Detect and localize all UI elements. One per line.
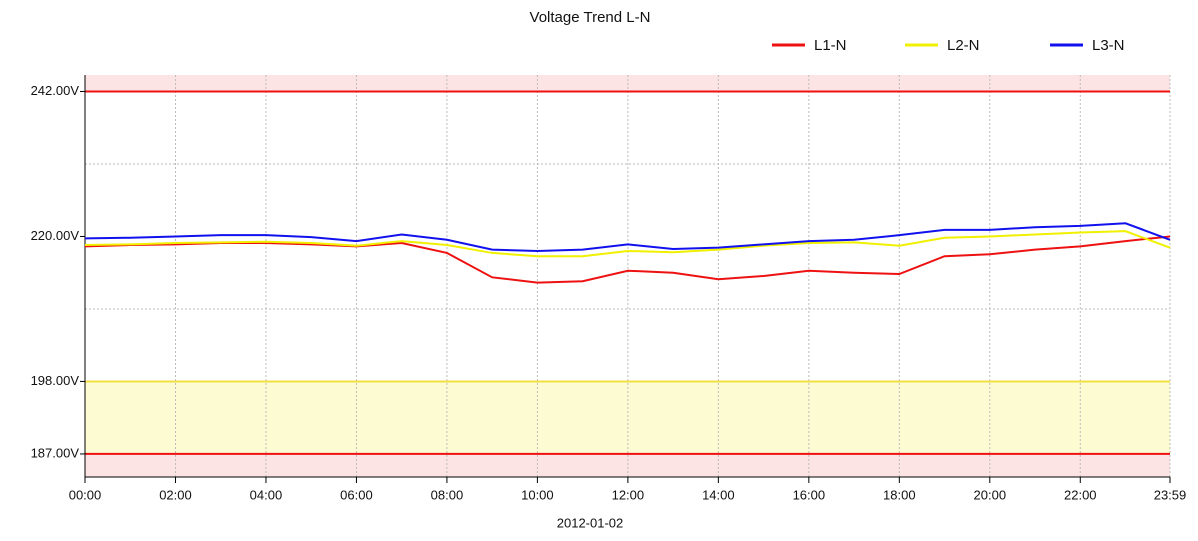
legend-label: L1-N <box>814 37 847 54</box>
series-line <box>84 235 1171 284</box>
x-tick-label: 14:00 <box>702 487 735 502</box>
x-tick-label: 20:00 <box>974 487 1007 502</box>
x-tick-label: 04:00 <box>250 487 283 502</box>
series-line <box>84 230 1171 258</box>
x-tick-label: 06:00 <box>340 487 373 502</box>
x-tick-label: 08:00 <box>431 487 464 502</box>
y-tick-label: 198.00V <box>31 373 80 388</box>
x-tick-label: 16:00 <box>793 487 826 502</box>
chart-title: Voltage Trend L-N <box>530 9 651 26</box>
x-tick-label: 02:00 <box>159 487 192 502</box>
legend-label: L2-N <box>947 37 980 54</box>
x-tick-label: 23:59 <box>1154 487 1187 502</box>
x-tick-label: 18:00 <box>883 487 916 502</box>
x-tick-label: 10:00 <box>521 487 554 502</box>
series-line <box>84 222 1171 252</box>
x-axis-label: 2012-01-02 <box>557 515 624 530</box>
band <box>85 381 1170 454</box>
legend-label: L3-N <box>1092 37 1125 54</box>
y-tick-label: 242.00V <box>31 83 80 98</box>
x-tick-label: 22:00 <box>1064 487 1097 502</box>
x-tick-label: 00:00 <box>69 487 102 502</box>
band <box>85 453 1170 477</box>
y-tick-label: 220.00V <box>31 228 80 243</box>
x-tick-label: 12:00 <box>612 487 645 502</box>
y-tick-label: 187.00V <box>31 445 80 460</box>
